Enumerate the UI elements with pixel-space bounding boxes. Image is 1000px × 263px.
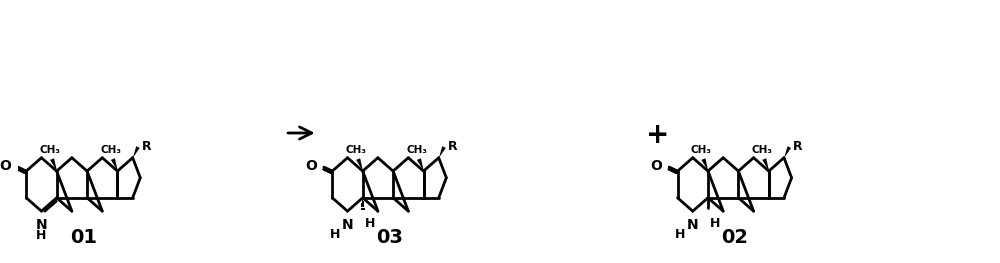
Polygon shape	[133, 146, 140, 158]
Polygon shape	[356, 158, 363, 171]
Text: CH₃: CH₃	[406, 145, 427, 155]
Text: +: +	[646, 121, 670, 149]
Text: H: H	[330, 228, 340, 241]
Text: R: R	[142, 140, 152, 153]
Polygon shape	[417, 158, 424, 171]
Polygon shape	[762, 158, 769, 171]
Text: H: H	[675, 228, 685, 241]
Text: CH₃: CH₃	[40, 145, 61, 155]
Text: 03: 03	[376, 228, 403, 247]
Text: CH₃: CH₃	[691, 145, 712, 155]
Text: H: H	[710, 217, 720, 230]
Polygon shape	[439, 146, 446, 158]
Text: N: N	[687, 218, 699, 232]
Text: 02: 02	[721, 228, 748, 247]
Text: CH₃: CH₃	[100, 145, 121, 155]
Text: H: H	[364, 217, 375, 230]
Text: CH₃: CH₃	[346, 145, 367, 155]
Text: CH₃: CH₃	[752, 145, 773, 155]
Polygon shape	[701, 158, 708, 171]
Text: O: O	[650, 159, 662, 173]
Text: O: O	[0, 159, 11, 173]
Polygon shape	[50, 158, 57, 171]
Text: 01: 01	[70, 228, 97, 247]
Text: O: O	[305, 159, 317, 173]
Text: N: N	[36, 218, 47, 232]
Polygon shape	[784, 146, 791, 158]
Text: N: N	[342, 218, 353, 232]
Text: R: R	[448, 140, 458, 153]
Text: R: R	[793, 140, 803, 153]
Text: H: H	[36, 229, 47, 242]
Polygon shape	[111, 158, 118, 171]
